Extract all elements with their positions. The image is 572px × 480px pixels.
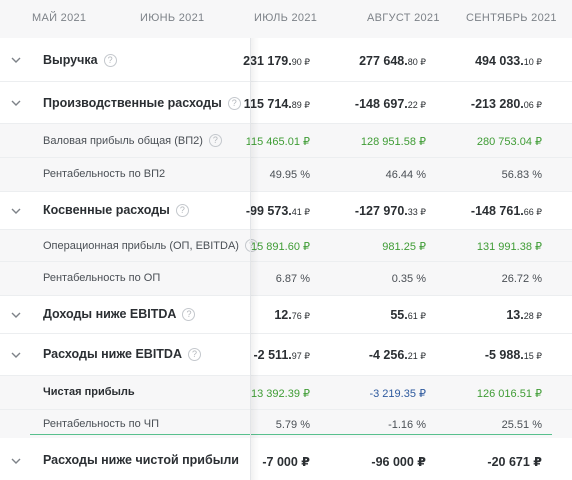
value-august: 55.61 ₽ [390, 308, 426, 322]
value-august: -148 697.22 ₽ [354, 97, 426, 111]
value-september: 131 991.38 ₽ [476, 241, 542, 253]
value-july: 6.87 % [275, 273, 310, 285]
row-net-profit: Чистая прибыль 13 392.39 ₽ -3 219.35 ₽ 1… [0, 376, 572, 410]
chevron-down-icon[interactable] [7, 346, 25, 364]
row-label: Производственные расходы? [43, 96, 241, 110]
value-july: 115 465.01 ₽ [245, 136, 310, 148]
row-gross-profit: Валовая прибыль общая (ВП2)? 115 465.01 … [0, 124, 572, 158]
value-july: 115 714.89 ₽ [243, 97, 310, 111]
value-august: 46.44 % [385, 169, 426, 181]
value-july: 13 392.39 ₽ [251, 388, 310, 400]
info-icon[interactable]: ? [208, 134, 222, 147]
row-production-costs: Производственные расходы? 115 714.89 ₽ -… [0, 82, 572, 124]
row-label: Валовая прибыль общая (ВП2)? [43, 134, 222, 147]
chevron-down-icon[interactable] [7, 452, 25, 470]
row-operating-margin: Рентабельность по ОП 6.87 % 0.35 % 26.72… [0, 262, 572, 296]
info-icon[interactable]: ? [182, 308, 196, 321]
value-august: -4 256.21 ₽ [368, 348, 426, 362]
value-september: 26.72 % [501, 273, 542, 285]
row-label: Доходы ниже EBITDA? [43, 307, 196, 321]
row-label: Рентабельность по ОП [43, 272, 161, 284]
value-august: 128 951.58 ₽ [360, 136, 426, 148]
row-label: Расходы ниже EBITDA? [43, 347, 201, 361]
value-september: -20 671 ₽ [487, 455, 542, 469]
row-operating-profit: Операционная прибыль (ОП, EBITDA)? 15 89… [0, 230, 572, 262]
value-september: 56.83 % [501, 169, 542, 181]
month-august: АВГУСТ 2021 [367, 12, 440, 24]
info-icon[interactable]: ? [175, 204, 189, 217]
chevron-down-icon[interactable] [7, 202, 25, 220]
month-header: МАЙ 2021 ИЮНЬ 2021 ИЮЛЬ 2021 АВГУСТ 2021… [0, 0, 572, 38]
sticky-column-divider [250, 38, 251, 480]
row-indirect-costs: Косвенные расходы? -99 573.41 ₽ -127 970… [0, 192, 572, 230]
row-label: Операционная прибыль (ОП, EBITDA)? [43, 239, 258, 252]
sticky-column-shadow [251, 38, 259, 480]
info-icon[interactable]: ? [103, 54, 117, 67]
value-september: 280 753.04 ₽ [476, 136, 542, 148]
row-label: Расходы ниже чистой прибыли [43, 453, 239, 467]
row-label: Рентабельность по ВП2 [43, 168, 166, 180]
value-july: 231 179.90 ₽ [243, 54, 310, 68]
row-expenses-below-ebitda: Расходы ниже EBITDA? -2 511.97 ₽ -4 256.… [0, 334, 572, 376]
value-july: -99 573.41 ₽ [245, 204, 310, 218]
highlight-divider [30, 434, 552, 435]
value-august: -3 219.35 ₽ [369, 388, 426, 400]
value-september: 13.28 ₽ [506, 308, 542, 322]
value-august: 277 648.80 ₽ [359, 54, 426, 68]
chevron-down-icon[interactable] [7, 306, 25, 324]
row-label: Чистая прибыль [43, 386, 135, 398]
row-label: Выручка? [43, 53, 117, 67]
value-july: -7 000 ₽ [262, 455, 310, 469]
row-gross-margin: Рентабельность по ВП2 49.95 % 46.44 % 56… [0, 158, 572, 192]
value-july: 5.79 % [275, 419, 310, 431]
value-august: 981.25 ₽ [382, 241, 426, 253]
row-revenue: Выручка? 231 179.90 ₽ 277 648.80 ₽ 494 0… [0, 38, 572, 82]
value-august: -127 970.33 ₽ [354, 204, 426, 218]
value-september: 25.51 % [501, 419, 542, 431]
month-september: СЕНТЯБРЬ 2021 [466, 12, 557, 24]
value-august: -1.16 % [388, 419, 426, 431]
row-expenses-below-net-profit: Расходы ниже чистой прибыли -7 000 ₽ -96… [0, 438, 572, 480]
chevron-down-icon[interactable] [7, 51, 25, 69]
value-august: -96 000 ₽ [371, 455, 426, 469]
value-september: -213 280.06 ₽ [470, 97, 542, 111]
value-july: 49.95 % [269, 169, 310, 181]
info-icon[interactable]: ? [188, 348, 201, 361]
value-september: 494 033.10 ₽ [475, 54, 542, 68]
row-label: Косвенные расходы? [43, 203, 189, 217]
row-net-margin: Рентабельность по ЧП 5.79 % -1.16 % 25.5… [0, 410, 572, 438]
info-icon[interactable]: ? [227, 97, 241, 110]
value-september: -148 761.66 ₽ [470, 204, 542, 218]
value-july: 15 891.60 ₽ [251, 241, 310, 253]
month-may: МАЙ 2021 [32, 12, 87, 24]
month-june: ИЮНЬ 2021 [140, 12, 205, 24]
value-july: 12.76 ₽ [274, 308, 310, 322]
info-icon[interactable]: ? [244, 239, 258, 252]
row-label: Рентабельность по ЧП [43, 418, 160, 430]
value-august: 0.35 % [391, 273, 426, 285]
value-july: -2 511.97 ₽ [253, 348, 310, 362]
chevron-down-icon[interactable] [7, 94, 25, 112]
value-september: -5 988.15 ₽ [484, 348, 542, 362]
month-july: ИЮЛЬ 2021 [254, 12, 318, 24]
row-income-below-ebitda: Доходы ниже EBITDA? 12.76 ₽ 55.61 ₽ 13.2… [0, 296, 572, 334]
value-september: 126 016.51 ₽ [476, 388, 542, 400]
